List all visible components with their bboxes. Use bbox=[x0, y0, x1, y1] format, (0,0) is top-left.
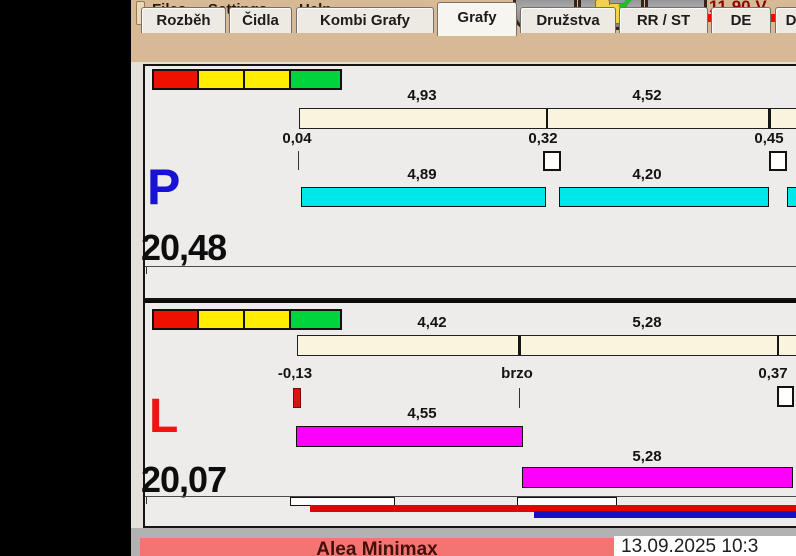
checkbox[interactable] bbox=[769, 151, 787, 171]
cyan-bar bbox=[301, 187, 546, 207]
blue-progress-bar bbox=[534, 511, 796, 518]
bar-time-label: 5,28 bbox=[632, 448, 662, 465]
bar-time-label: 4,55 bbox=[407, 405, 437, 422]
mark-tick bbox=[298, 151, 299, 170]
statusbar: Alea Minimax 13.09.2025 10:3 bbox=[131, 528, 796, 556]
app-window: Files Settings Help ◀◀ ✔ ▶▶ 11,90 V Rozb… bbox=[131, 0, 796, 556]
tab-kombi-grafy[interactable]: Kombi Grafy bbox=[296, 7, 434, 33]
tab-grafy[interactable]: Grafy bbox=[437, 2, 517, 36]
tab-cidla[interactable]: Čidla bbox=[229, 7, 292, 33]
strip-yellow-cell bbox=[243, 69, 291, 90]
segment-time-label: 4,52 bbox=[632, 87, 662, 104]
red-progress-bar bbox=[310, 505, 796, 512]
reaction-mark: -0,13 bbox=[277, 365, 313, 382]
lane-label-l: L bbox=[149, 390, 179, 443]
total-time-p: 20,48 bbox=[141, 227, 227, 268]
track-divider bbox=[777, 336, 779, 355]
cyan-bar bbox=[559, 187, 769, 207]
segment-time-label: 4,93 bbox=[407, 87, 437, 104]
segment-time-label: 4,42 bbox=[417, 314, 447, 331]
reaction-mark: 0,37 bbox=[758, 365, 788, 382]
bar-time-label: 4,20 bbox=[632, 166, 662, 183]
status-strip-p bbox=[152, 69, 342, 90]
tab-d-cut[interactable]: D bbox=[775, 7, 796, 33]
tab-de[interactable]: DE bbox=[711, 7, 771, 33]
graphs-content: 4,93 4,52 0,04 0,32 0,45 P 4,89 4,20 bbox=[131, 62, 796, 528]
lane-label-p: P bbox=[147, 159, 181, 215]
tab-rr-st[interactable]: RR / ST bbox=[619, 7, 708, 33]
datetime-readout: 13.09.2025 10:3 bbox=[614, 536, 796, 556]
baseline bbox=[145, 266, 796, 267]
checkbox[interactable] bbox=[777, 386, 794, 407]
strip-yellow-cell bbox=[197, 69, 245, 90]
status-strip-l bbox=[152, 309, 342, 330]
strip-yellow-cell bbox=[197, 309, 245, 330]
strip-yellow-cell bbox=[243, 309, 291, 330]
tab-druzstva[interactable]: Družstva bbox=[520, 7, 616, 33]
reaction-mark: 0,04 bbox=[282, 130, 312, 147]
split-track-p bbox=[299, 108, 796, 129]
reaction-mark: brzo bbox=[501, 365, 533, 382]
magenta-bar bbox=[522, 467, 793, 488]
baseline-tick bbox=[146, 267, 147, 274]
track-divider bbox=[768, 109, 771, 128]
tab-rozbeh[interactable]: Rozběh bbox=[141, 7, 226, 33]
strip-red-cell bbox=[152, 69, 199, 90]
cyan-bar bbox=[787, 187, 796, 207]
panel-p: 4,93 4,52 0,04 0,32 0,45 P 4,89 4,20 bbox=[141, 64, 796, 300]
bar-time-label: 4,89 bbox=[407, 166, 437, 183]
total-time-l: 20,07 bbox=[141, 459, 227, 500]
strip-green-cell bbox=[289, 309, 342, 330]
checkbox[interactable] bbox=[543, 151, 561, 171]
strip-red-cell bbox=[152, 309, 199, 330]
track-divider bbox=[518, 336, 521, 355]
segment-time-label: 5,28 bbox=[632, 314, 662, 331]
reaction-mark: 0,45 bbox=[754, 130, 784, 147]
panel-l: 4,42 5,28 -0,13 brzo 0,37 L 4,55 5,28 20… bbox=[141, 300, 796, 528]
false-start-bar bbox=[293, 388, 301, 408]
app-name-badge: Alea Minimax bbox=[140, 538, 614, 556]
baseline bbox=[145, 496, 796, 497]
mark-tick bbox=[519, 388, 520, 408]
split-track-l bbox=[297, 335, 796, 356]
strip-green-cell bbox=[289, 69, 342, 90]
track-divider bbox=[546, 109, 548, 128]
baseline-tick bbox=[146, 497, 147, 504]
magenta-bar bbox=[296, 426, 523, 447]
reaction-mark: 0,32 bbox=[528, 130, 558, 147]
